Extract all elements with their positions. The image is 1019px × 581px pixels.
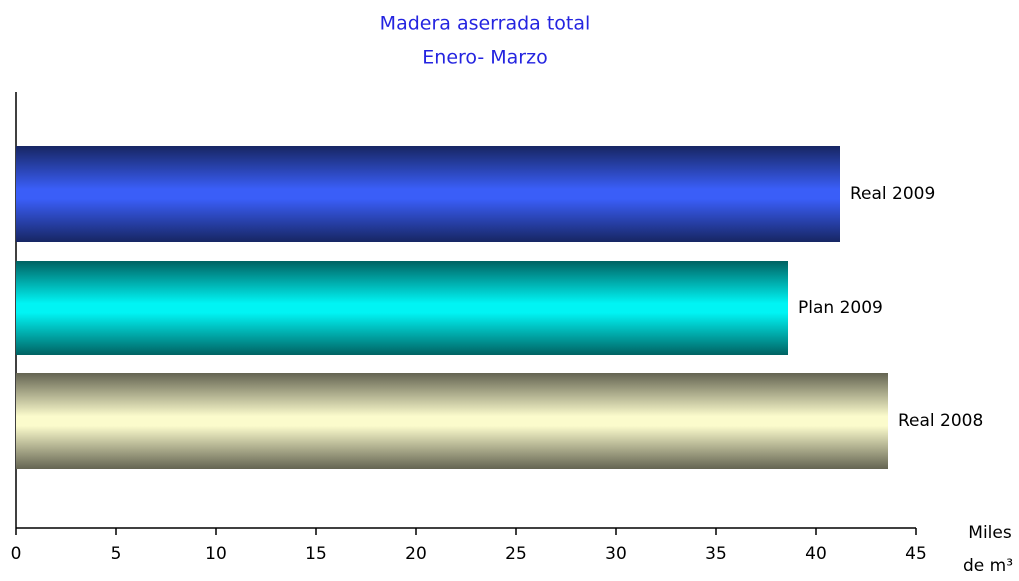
x-tick-label: 5 (111, 544, 122, 564)
bar-label: Real 2009 (850, 184, 935, 204)
bar (16, 261, 788, 355)
x-tick-label: 45 (905, 544, 927, 564)
chart-subtitle: Enero- Marzo (422, 47, 547, 69)
x-tick-label: 35 (705, 544, 727, 564)
x-tick-label: 20 (405, 544, 427, 564)
x-axis-label: Miles (968, 523, 1012, 543)
bar-label: Real 2008 (898, 411, 983, 431)
x-tick-label: 15 (305, 544, 327, 564)
x-tick-label: 0 (11, 544, 22, 564)
x-tick-label: 40 (805, 544, 827, 564)
chart-title: Madera aserrada total (380, 13, 591, 35)
x-tick-label: 30 (605, 544, 627, 564)
x-tick-label: 25 (505, 544, 527, 564)
bar-label: Plan 2009 (798, 298, 883, 318)
bar (16, 373, 888, 469)
bar (16, 146, 840, 242)
x-tick-label: 10 (205, 544, 227, 564)
x-axis-label: de m³ (963, 556, 1013, 576)
